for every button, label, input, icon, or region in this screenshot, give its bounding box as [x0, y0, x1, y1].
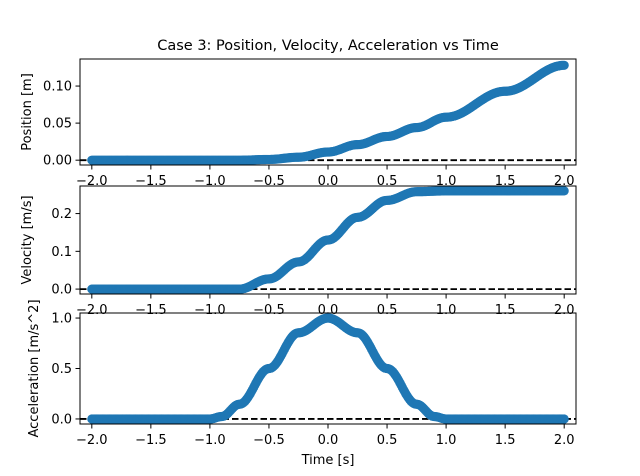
- position-x-tick-label: −0.5: [253, 174, 285, 189]
- velocity-x-tick-label: 2.0: [554, 303, 575, 318]
- velocity-x-tick-label: 1.0: [436, 303, 457, 318]
- position-x-tick-label: 0.0: [318, 174, 339, 189]
- acceleration-y-axis-label: Acceleration [m/s^2]: [27, 299, 42, 437]
- acceleration-x-tick-label: 1.0: [436, 433, 457, 448]
- velocity-x-tick-label: −1.0: [194, 303, 226, 318]
- acceleration-markers: [87, 313, 569, 424]
- figure-title: Case 3: Position, Velocity, Acceleration…: [157, 38, 499, 54]
- velocity-x-tick-label: 0.5: [377, 303, 398, 318]
- velocity-data-point: [559, 186, 569, 196]
- velocity-markers: [87, 186, 569, 294]
- position-y-tick-label: 0.00: [43, 154, 72, 169]
- position-y-axis-label: Position [m]: [20, 73, 35, 151]
- acceleration-subplot: −2.0 −1.5 −1.0 −0.5 0.0 0.5 1.0 1.5 2.0 0.0 0.5 1.0…: [27, 299, 577, 468]
- acceleration-x-tick-label: −1.5: [135, 433, 167, 448]
- velocity-y-tick-label: 0.0: [51, 283, 72, 298]
- position-data-point: [559, 60, 569, 70]
- position-y-tick-label: 0.05: [43, 117, 72, 132]
- position-x-tick-label: 2.0: [554, 174, 575, 189]
- position-x-tick-label: −1.5: [135, 174, 167, 189]
- velocity-y-axis-label: Velocity [m/s]: [20, 195, 35, 284]
- acceleration-y-tick-label: 0.0: [51, 412, 72, 427]
- position-x-tick-label: −2.0: [76, 174, 108, 189]
- velocity-x-tick-label: 0.0: [318, 303, 339, 318]
- velocity-x-tick-label: 1.5: [495, 303, 516, 318]
- position-y-tick-label: 0.10: [43, 80, 72, 95]
- acceleration-data-point: [559, 414, 569, 424]
- position-x-tick-label: 1.5: [495, 174, 516, 189]
- acceleration-y-tick-label: 0.5: [51, 362, 72, 377]
- velocity-x-tick-label: −2.0: [76, 303, 108, 318]
- acceleration-x-tick-label: 2.0: [554, 433, 575, 448]
- position-subplot: −2.0 −1.5 −1.0 −0.5 0.0 0.5 1.0 1.5 2.0 0.00 0.05 0…: [20, 58, 577, 189]
- subplots: −2.0 −1.5 −1.0 −0.5 0.0 0.5 1.0 1.5 2.0 0.00 0.05 0…: [20, 58, 577, 468]
- acceleration-x-tick-label: 0.5: [377, 433, 398, 448]
- acceleration-x-tick-label: 1.5: [495, 433, 516, 448]
- position-x-tick-label: 0.5: [377, 174, 398, 189]
- acceleration-y-tick-label: 1.0: [51, 312, 72, 327]
- velocity-subplot: −2.0 −1.5 −1.0 −0.5 0.0 0.5 1.0 1.5 2.0 0.0 0.1 0.2…: [20, 185, 577, 318]
- velocity-x-tick-label: −0.5: [253, 303, 285, 318]
- velocity-y-tick-label: 0.2: [51, 207, 72, 222]
- velocity-x-tick-label: −1.5: [135, 303, 167, 318]
- acceleration-x-tick-label: −0.5: [253, 433, 285, 448]
- position-x-tick-label: −1.0: [194, 174, 226, 189]
- position-markers: [87, 60, 569, 165]
- acceleration-x-tick-label: −2.0: [76, 433, 108, 448]
- velocity-y-tick-label: 0.1: [51, 245, 72, 260]
- acceleration-x-axis-label: Time [s]: [301, 453, 355, 468]
- acceleration-x-tick-label: −1.0: [194, 433, 226, 448]
- position-x-tick-label: 1.0: [436, 174, 457, 189]
- acceleration-x-tick-label: 0.0: [318, 433, 339, 448]
